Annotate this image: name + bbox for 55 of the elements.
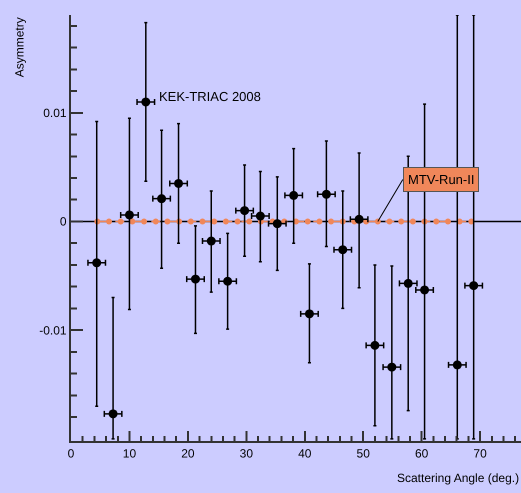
x-axis-title: Scattering Angle (deg.) [397,471,520,485]
point [118,218,124,224]
x-tick-label: 70 [473,446,488,460]
point [108,409,118,418]
point [404,278,413,288]
point [272,219,282,228]
point [322,190,331,199]
x-tick-label: 20 [181,446,195,460]
point [164,218,170,224]
point [420,285,430,294]
point [398,218,404,224]
point [304,309,314,318]
point [141,97,150,106]
point [387,362,396,372]
point [354,214,364,224]
point [316,218,322,224]
point [433,218,440,224]
point [444,218,451,224]
point [199,218,206,224]
point [141,218,148,224]
point [106,218,112,224]
x-tick-label: 60 [414,446,429,460]
point [206,236,216,246]
point [386,218,393,224]
point [174,178,184,188]
point [188,218,194,224]
point [240,206,250,216]
point [246,218,252,224]
x-tick-label: 10 [122,446,136,460]
x-tick-label: 40 [298,446,312,460]
y-tick-label: 0.01 [43,106,67,120]
point [338,245,348,254]
point [256,212,265,221]
point [92,258,102,268]
text: MTV-Run-II [408,172,474,187]
point [222,218,229,224]
x-tick-label: 30 [240,446,254,460]
point [328,218,334,224]
point [152,218,159,224]
point [234,218,241,224]
y-tick-label: 0 [60,214,67,229]
point [190,274,200,284]
y-axis-title: Asymmetry [12,17,26,78]
point [370,340,380,350]
series-label: KEK-TRIAC 2008 [159,89,261,104]
point [410,218,416,224]
x-tick-label: 50 [356,446,370,460]
point [452,360,462,370]
y-tick-label: -0.01 [39,323,67,338]
point [469,281,478,290]
point [289,190,298,200]
point [223,276,232,286]
point [304,218,311,224]
point [124,210,134,220]
point [157,194,166,204]
